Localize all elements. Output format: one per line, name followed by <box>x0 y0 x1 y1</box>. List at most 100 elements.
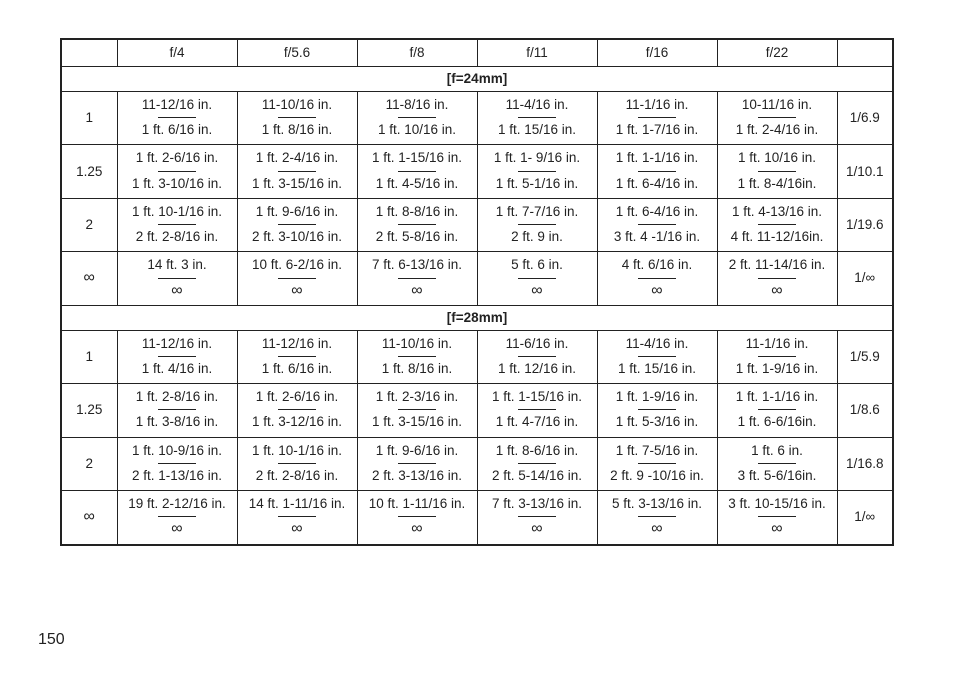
far-value: 1 ft. 12/16 in. <box>480 360 595 378</box>
near-value: 1 ft. 9-6/16 in. <box>240 203 355 221</box>
far-value: 1 ft. 3-8/16 in. <box>120 413 235 431</box>
table-row: ∞19 ft. 2-12/16 in.∞14 ft. 1-11/16 in.∞1… <box>61 491 893 545</box>
section-label: [f=24mm] <box>61 67 893 92</box>
near-value: 1 ft. 1-15/16 in. <box>480 388 595 406</box>
far-value: 1 ft. 1-9/16 in. <box>720 360 835 378</box>
dof-cell: 10 ft. 6-2/16 in.∞ <box>237 252 357 305</box>
near-value: 5 ft. 6 in. <box>480 256 595 274</box>
near-value: 1 ft. 4-13/16 in. <box>720 203 835 221</box>
dash-icon <box>638 356 676 357</box>
dof-cell: 11-6/16 in. 1 ft. 12/16 in. <box>477 330 597 383</box>
dash-icon <box>158 224 196 225</box>
header-f56: f/5.6 <box>237 39 357 67</box>
ratio-cell: 1/8.6 <box>837 384 893 437</box>
dof-cell: 1 ft. 6 in.3 ft. 5-6/16in. <box>717 437 837 490</box>
header-f16: f/16 <box>597 39 717 67</box>
near-value: 10 ft. 1-11/16 in. <box>360 495 475 513</box>
dof-cell: 1 ft. 7-7/16 in.2 ft. 9 in. <box>477 198 597 251</box>
far-value: 1 ft. 3-10/16 in. <box>120 175 235 193</box>
dof-cell: 1 ft. 2-4/16 in. 1 ft. 3-15/16 in. <box>237 145 357 198</box>
far-value: 3 ft. 5-6/16in. <box>720 467 835 485</box>
dash-icon <box>278 278 316 279</box>
ratio-cell: 1/∞ <box>837 252 893 305</box>
far-value: 2 ft. 3-13/16 in. <box>360 467 475 485</box>
near-value: 11-6/16 in. <box>480 335 595 353</box>
header-f4: f/4 <box>117 39 237 67</box>
header-blank-right <box>837 39 893 67</box>
header-blank-left <box>61 39 117 67</box>
far-value: ∞ <box>120 520 235 538</box>
far-value: ∞ <box>600 520 715 538</box>
near-value: 1 ft. 9-6/16 in. <box>360 442 475 460</box>
far-value: 1 ft. 5-1/16 in. <box>480 175 595 193</box>
near-value: 1 ft. 2-8/16 in. <box>120 388 235 406</box>
dof-cell: 1 ft. 2-3/16 in.1 ft. 3-15/16 in. <box>357 384 477 437</box>
dof-cell: 14 ft. 3 in.∞ <box>117 252 237 305</box>
near-value: 14 ft. 1-11/16 in. <box>240 495 355 513</box>
dash-icon <box>278 516 316 517</box>
near-value: 1 ft. 7-7/16 in. <box>480 203 595 221</box>
far-value: 1 ft. 6-4/16 in. <box>600 175 715 193</box>
dof-cell: 19 ft. 2-12/16 in.∞ <box>117 491 237 545</box>
dof-cell: 1 ft. 1-15/16 in.1 ft. 4-7/16 in. <box>477 384 597 437</box>
far-value: 1 ft. 8-4/16in. <box>720 175 835 193</box>
table-row: 21 ft. 10-9/16 in.2 ft. 1-13/16 in.1 ft.… <box>61 437 893 490</box>
dash-icon <box>398 278 436 279</box>
far-value: 1 ft. 3-12/16 in. <box>240 413 355 431</box>
dof-cell: 10-11/16 in.1 ft. 2-4/16 in. <box>717 92 837 145</box>
far-value: 2 ft. 2-8/16 in. <box>120 228 235 246</box>
dash-icon <box>278 171 316 172</box>
ratio-cell: 1/∞ <box>837 491 893 545</box>
table-row: 111-12/16 in.1 ft. 4/16 in.11-12/16 in.1… <box>61 330 893 383</box>
dof-cell: 11-1/16 in.1 ft. 1-9/16 in. <box>717 330 837 383</box>
dof-cell: 11-8/16 in.1 ft. 10/16 in. <box>357 92 477 145</box>
dof-cell: 7 ft. 3-13/16 in.∞ <box>477 491 597 545</box>
near-value: 1 ft. 10-9/16 in. <box>120 442 235 460</box>
dof-cell: 3 ft. 10-15/16 in.∞ <box>717 491 837 545</box>
dof-cell: 1 ft. 10-9/16 in.2 ft. 1-13/16 in. <box>117 437 237 490</box>
far-value: 1 ft. 1-7/16 in. <box>600 121 715 139</box>
far-value: 1 ft. 6/16 in. <box>240 360 355 378</box>
near-value: 1 ft. 2-6/16 in. <box>120 149 235 167</box>
dof-cell: 1 ft. 8-8/16 in.2 ft. 5-8/16 in. <box>357 198 477 251</box>
dash-icon <box>278 117 316 118</box>
near-value: 1 ft. 7-5/16 in. <box>600 442 715 460</box>
far-value: 1 ft. 10/16 in. <box>360 121 475 139</box>
dof-cell: 1 ft. 6-4/16 in.3 ft. 4 -1/16 in. <box>597 198 717 251</box>
dash-icon <box>758 224 796 225</box>
near-value: 7 ft. 6-13/16 in. <box>360 256 475 274</box>
dof-cell: 11-4/16 in.1 ft. 15/16 in. <box>477 92 597 145</box>
dash-icon <box>158 278 196 279</box>
dash-icon <box>638 516 676 517</box>
dof-cell: 11-4/16 in.1 ft. 15/16 in. <box>597 330 717 383</box>
far-value: ∞ <box>600 282 715 300</box>
dash-icon <box>398 171 436 172</box>
far-value: 2 ft. 5-14/16 in. <box>480 467 595 485</box>
far-value: 1 ft. 3-15/16 in. <box>240 175 355 193</box>
dof-cell: 1 ft. 1-1/16 in.1 ft. 6-4/16 in. <box>597 145 717 198</box>
far-value: 1 ft. 8/16 in. <box>240 121 355 139</box>
near-value: 4 ft. 6/16 in. <box>600 256 715 274</box>
dof-cell: 11-10/16 in.1 ft. 8/16 in. <box>357 330 477 383</box>
dof-table: f/4 f/5.6 f/8 f/11 f/16 f/22 [f=24mm]111… <box>60 38 894 546</box>
dof-cell: 1 ft. 10-1/16 in.2 ft. 2-8/16 in. <box>117 198 237 251</box>
header-row: f/4 f/5.6 f/8 f/11 f/16 f/22 <box>61 39 893 67</box>
near-value: 11-4/16 in. <box>480 96 595 114</box>
near-value: 2 ft. 11-14/16 in. <box>720 256 835 274</box>
near-value: 1 ft. 8-8/16 in. <box>360 203 475 221</box>
dash-icon <box>278 224 316 225</box>
far-value: 1 ft. 4/16 in. <box>120 360 235 378</box>
dash-icon <box>638 117 676 118</box>
far-value: 1 ft. 4-5/16 in. <box>360 175 475 193</box>
near-value: 1 ft. 10-1/16 in. <box>240 442 355 460</box>
far-value: ∞ <box>720 282 835 300</box>
near-value: 1 ft. 2-4/16 in. <box>240 149 355 167</box>
header-f22: f/22 <box>717 39 837 67</box>
near-value: 11-12/16 in. <box>240 335 355 353</box>
near-value: 1 ft. 8-6/16 in. <box>480 442 595 460</box>
ratio-cell: 1/19.6 <box>837 198 893 251</box>
dash-icon <box>758 356 796 357</box>
near-value: 11-1/16 in. <box>600 96 715 114</box>
near-value: 11-4/16 in. <box>600 335 715 353</box>
table-row: ∞ 14 ft. 3 in.∞10 ft. 6-2/16 in.∞7 ft. 6-… <box>61 252 893 305</box>
